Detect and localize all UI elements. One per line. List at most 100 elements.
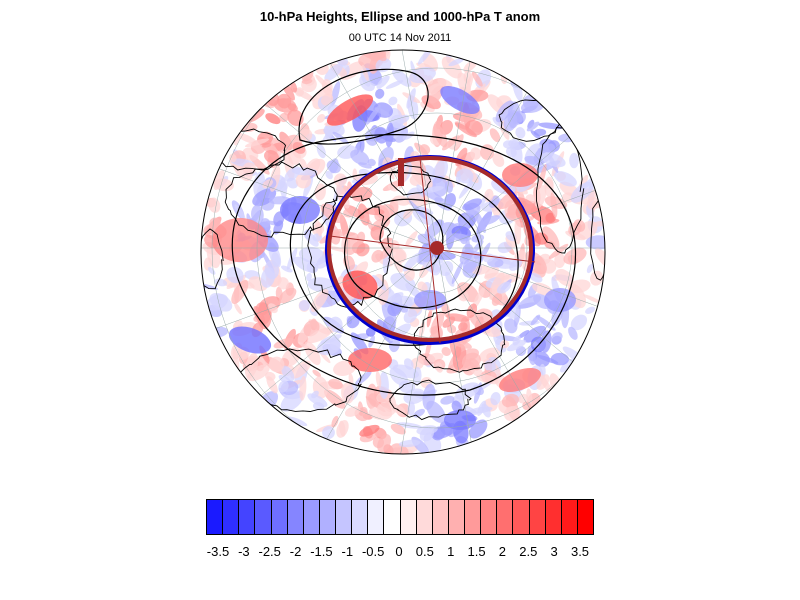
ellipse-minor-axis [419, 157, 441, 344]
anomaly-patch [214, 278, 228, 287]
anomaly-patch [393, 195, 410, 206]
anomaly-patch [509, 110, 523, 123]
anomaly-patch [375, 371, 382, 388]
anomaly-patch [585, 235, 605, 250]
anomaly-patch [377, 434, 392, 453]
vortex-ellipse [325, 155, 536, 345]
anomaly-patch [433, 123, 448, 148]
anomaly-patch [251, 205, 264, 225]
anomaly-feature [544, 288, 576, 312]
meridian [436, 247, 598, 454]
anomaly-patch [585, 306, 596, 314]
anomaly-patch [476, 374, 499, 385]
anomaly-patch [329, 336, 341, 351]
anomaly-patch [322, 426, 335, 440]
colorbar-label: -0.5 [361, 544, 385, 559]
anomaly-patch [281, 365, 295, 382]
anomaly-patch [303, 230, 319, 247]
anomaly-patch [555, 268, 574, 287]
anomaly-patch [312, 369, 321, 378]
chart-title: 10-hPa Heights, Ellipse and 1000-hPa T a… [259, 9, 541, 24]
anomaly-patch [422, 383, 436, 410]
anomaly-patch [507, 339, 527, 352]
anomaly-patch [339, 420, 346, 437]
colorbar-box [207, 500, 224, 534]
height-contours [231, 68, 576, 396]
anomaly-patch [346, 315, 360, 329]
anomaly-patch [591, 220, 605, 227]
height-contour [231, 133, 576, 396]
anomaly-patch [402, 131, 415, 140]
anomaly-patch [522, 401, 532, 411]
colorbar-label: -3.5 [206, 544, 230, 559]
colorbar-label: 2 [498, 544, 507, 559]
anomaly-patch [402, 252, 422, 272]
anomaly-patch [280, 390, 304, 412]
meridian [436, 50, 598, 249]
anomaly-patch [352, 168, 358, 181]
anomaly-patch [359, 139, 365, 153]
anomaly-patch [390, 423, 406, 435]
anomaly-patch [474, 210, 486, 233]
anomaly-patch [416, 184, 426, 198]
anomaly-patch [322, 125, 337, 142]
anomaly-patch [286, 416, 308, 427]
meridian [436, 138, 605, 249]
anomaly-patch [234, 204, 246, 220]
anomaly-patch [472, 71, 483, 87]
anomaly-patch [265, 113, 281, 125]
colorbar-box [336, 500, 353, 534]
chart-subtitle: 00 UTC 14 Nov 2011 [348, 32, 452, 44]
anomaly-patch [475, 308, 493, 323]
anomaly-patch [260, 218, 271, 228]
anomaly-patch [321, 78, 333, 95]
anomaly-patch [234, 302, 242, 315]
anomaly-patch [457, 168, 474, 184]
anomaly-patch [446, 324, 457, 334]
anomaly-patch [414, 142, 429, 158]
anomaly-patch [321, 93, 334, 106]
anomaly-patch [470, 147, 482, 160]
meridian [276, 247, 438, 454]
anomaly-patch [311, 390, 319, 399]
anomaly-patch [586, 264, 594, 274]
anomaly-patch [440, 395, 455, 405]
anomaly-patch [537, 372, 554, 396]
anomaly-patch [416, 425, 438, 435]
anomaly-patch [264, 150, 279, 163]
anomaly-patch [298, 128, 313, 142]
ellipse-center [430, 241, 444, 255]
anomaly-patch [551, 332, 563, 343]
anomaly-patch [518, 294, 542, 309]
meridian [201, 138, 438, 249]
anomaly-patch [501, 393, 519, 408]
anomaly-patch [307, 327, 333, 344]
colorbar-label: -1 [341, 544, 354, 559]
colorbar-label: 1.5 [467, 544, 486, 559]
anomaly-patch [403, 358, 414, 370]
anomaly-patch [441, 135, 460, 151]
colorbar-box [368, 500, 385, 534]
anomaly-patch [359, 424, 380, 437]
anomaly-patch [410, 60, 417, 81]
anomaly-patch [554, 252, 566, 268]
anomaly-feature [326, 94, 374, 126]
anomaly-patch [570, 314, 588, 331]
anomaly-patch [389, 367, 408, 386]
anomaly-patch [518, 393, 529, 404]
anomaly-patch [442, 316, 456, 328]
anomaly-patch [437, 78, 453, 88]
meridian [276, 50, 438, 249]
anomaly-patch [262, 179, 273, 189]
anomaly-patch [518, 330, 530, 339]
anomaly-patch [541, 152, 566, 168]
anomaly-patch [278, 380, 289, 393]
colorbar-box [529, 500, 546, 534]
anomaly-patch [306, 261, 319, 274]
anomaly-patch [526, 121, 540, 132]
meridian [436, 50, 605, 249]
anomaly-patch [526, 388, 533, 406]
anomaly-patch [325, 170, 333, 180]
coastline [201, 228, 224, 290]
